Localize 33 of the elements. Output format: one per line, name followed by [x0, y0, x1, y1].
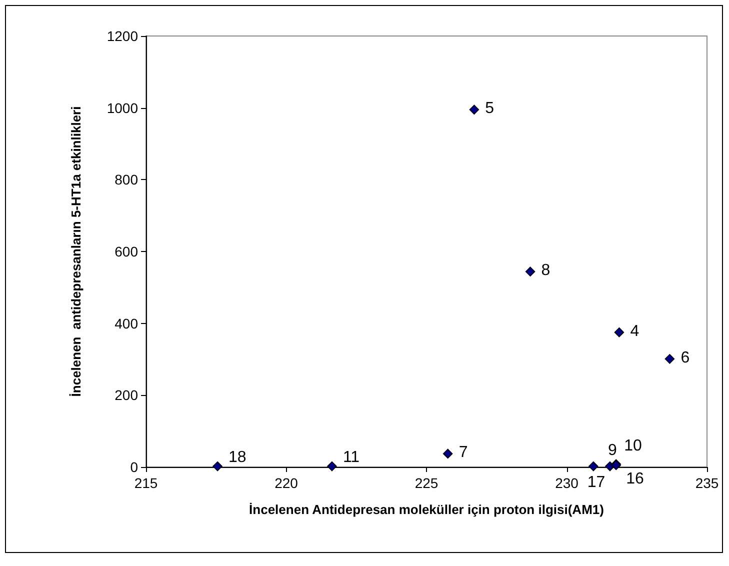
annotation: 7 — [458, 444, 468, 462]
x-axis-title: İncelenen Antidepresan moleküller için proton ilgisi(AM1) — [249, 502, 604, 517]
point — [664, 354, 675, 364]
annotation: 6 — [680, 349, 690, 366]
annotation: 17 — [587, 474, 606, 491]
annotation: 18 — [228, 448, 246, 466]
annotation: 9 — [608, 442, 617, 459]
annotation: 8 — [541, 262, 550, 280]
annotation: 4 — [630, 322, 640, 340]
annotation: 11 — [342, 448, 360, 466]
x-tick-label: 235 — [695, 475, 719, 491]
point — [469, 104, 480, 115]
x-tick-label: 225 — [414, 475, 438, 491]
y-tick-label: 200 — [114, 387, 138, 404]
point — [442, 448, 453, 459]
x-tick-label: 215 — [134, 475, 158, 491]
y-tick-label: 1000 — [106, 100, 138, 116]
y-tick-label: 600 — [114, 244, 138, 260]
point — [614, 327, 624, 338]
point — [588, 461, 598, 472]
y-axis-title: İncelenen antidepresanların 5-HT1a etkinlikleri — [68, 106, 84, 397]
annotation: 16 — [626, 470, 644, 488]
point — [327, 461, 337, 472]
annotation: 5 — [485, 100, 494, 118]
y-tick-label: 800 — [114, 172, 138, 188]
x-tick-label: 230 — [555, 475, 579, 491]
annotation: 10 — [624, 438, 642, 455]
y-tick-label: 0 — [130, 459, 138, 475]
x-tick-label: 220 — [274, 475, 298, 491]
y-tick-label: 1200 — [106, 28, 138, 44]
y-tick-label: 400 — [114, 315, 138, 332]
point — [212, 461, 222, 472]
point — [525, 266, 536, 277]
